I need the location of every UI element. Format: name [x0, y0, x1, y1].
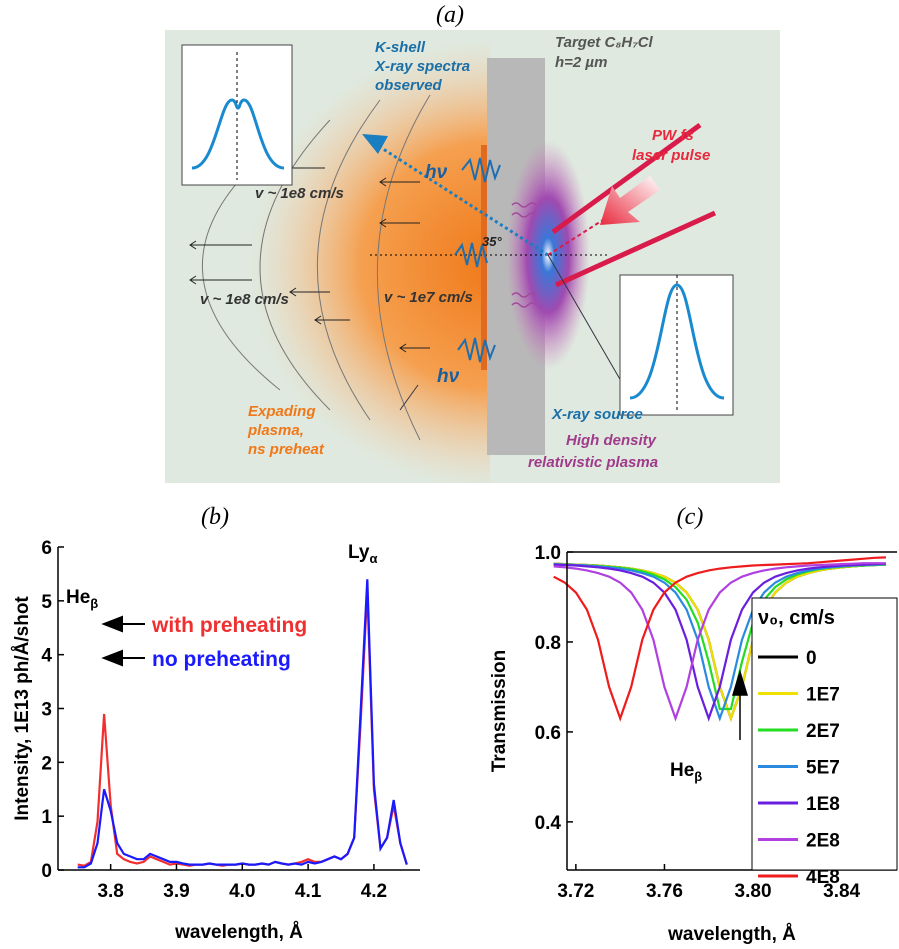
label: relativistic plasma: [528, 454, 658, 471]
label: hν: [437, 366, 460, 387]
annotation-text: He: [66, 587, 90, 608]
legend-label: 2E7: [806, 721, 840, 742]
panel-label: (c): [677, 504, 704, 530]
label: K-shell: [375, 39, 426, 56]
label: 35°: [482, 234, 502, 249]
x-tick-label: 3.9: [163, 881, 189, 902]
x-tick-label: 3.8: [97, 881, 123, 902]
panel-label: (a): [436, 2, 464, 28]
arrow-head: [362, 134, 388, 154]
inset: [181, 44, 293, 186]
y-axis-label: Intensity, 1E13 ph/Å/shot: [12, 596, 33, 821]
annotation: Lyα: [348, 542, 377, 566]
label: hν: [425, 162, 448, 183]
xray-waves: [454, 157, 501, 363]
annotation-text: Ly: [348, 542, 370, 563]
y-tick-label: 2: [41, 753, 52, 774]
legend-label: 1E7: [806, 685, 840, 706]
y-tick-label: 0.6: [535, 723, 561, 744]
annotation: Heβ: [670, 760, 702, 784]
label: laser pulse: [632, 147, 710, 164]
label: v ~ 1e7 cm/s: [384, 289, 473, 306]
legend-label: with preheating: [151, 614, 307, 637]
annotation-text: He: [670, 760, 694, 781]
inset: [619, 274, 734, 416]
legend-label: 0: [806, 648, 817, 669]
label: Expading: [248, 403, 316, 420]
label: h=2 µm: [555, 54, 607, 71]
label: observed: [375, 77, 443, 94]
label: X-ray spectra: [374, 58, 470, 75]
label: plasma,: [247, 422, 304, 439]
annotation-arrow: [731, 669, 749, 740]
y-tick-label: 6: [41, 538, 52, 559]
series-line: [553, 562, 886, 722]
annotation: Heβ: [66, 587, 98, 611]
label: High density: [566, 432, 657, 449]
y-tick-label: 0: [41, 861, 52, 882]
annotation-sub: α: [369, 551, 377, 566]
label: v ~ 1e8 cm/s: [255, 185, 344, 202]
legend-arrow: [101, 615, 145, 633]
annotation-sub: β: [694, 769, 702, 784]
legend-label: 2E8: [806, 831, 840, 852]
label: ns preheat: [248, 441, 325, 458]
legend-title: ν₀, cm/s: [758, 607, 835, 629]
legend-box: [751, 597, 898, 871]
x-axis-label: wavelength, Å: [174, 922, 303, 943]
diagram-text: K-shell X-ray spectra observed Target C₈…: [200, 34, 710, 471]
y-tick-label: 1.0: [535, 543, 561, 564]
y-tick-label: 1: [41, 807, 52, 828]
legend-label: no preheating: [152, 648, 291, 671]
y-axis-label: Transmission: [489, 650, 510, 773]
label: v ~ 1e8 cm/s: [200, 291, 289, 308]
laser-arrow: [600, 176, 660, 225]
x-tick-label: 3.80: [735, 881, 772, 902]
y-tick-label: 0.4: [535, 813, 562, 834]
emission: [511, 202, 537, 308]
x-tick-label: 3.84: [823, 881, 860, 902]
panel-label: (b): [201, 504, 229, 530]
series-line: [553, 562, 886, 722]
y-tick-label: 3: [41, 700, 52, 721]
y-tick-label: 0.8: [535, 633, 561, 654]
leader: [547, 254, 633, 401]
expanding-plasma: [250, 40, 490, 483]
label: Target C₈H₇Cl: [555, 34, 654, 51]
series-line: [553, 556, 886, 722]
legend-label: 5E7: [806, 758, 840, 779]
legend-label: 4E8: [806, 867, 840, 888]
x-axis-label: wavelength, Å: [667, 924, 796, 945]
x-tick-label: 3.76: [646, 881, 683, 902]
laser: [551, 122, 717, 288]
x-tick-label: 3.72: [557, 881, 594, 902]
legend-arrow: [101, 649, 145, 667]
x-tick-label: 4.0: [229, 881, 255, 902]
annotation-sub: β: [90, 596, 98, 611]
legend-label: 1E8: [806, 794, 840, 815]
label: PW fs: [652, 127, 694, 144]
label: X-ray source: [551, 406, 643, 423]
x-tick-label: 4.2: [361, 881, 387, 902]
series-line: [77, 579, 408, 869]
x-tick-label: 4.1: [295, 881, 322, 902]
leader: [399, 384, 419, 411]
y-tick-label: 5: [41, 592, 52, 613]
y-tick-label: 4: [41, 646, 52, 667]
